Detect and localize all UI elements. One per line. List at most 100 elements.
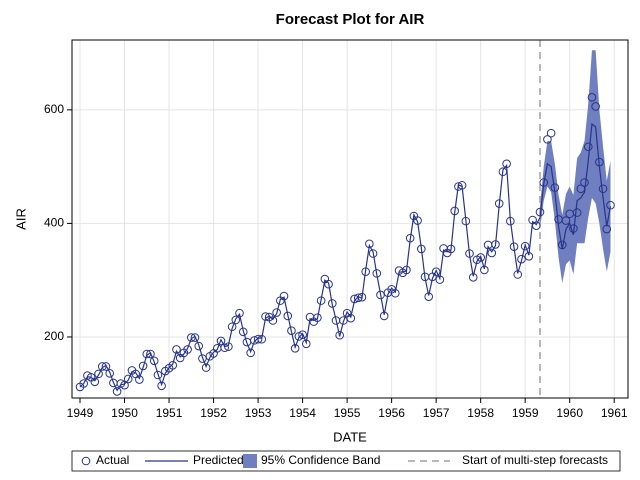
actual-point [368, 249, 378, 258]
actual-point [153, 370, 163, 380]
x-tick-label: 1961 [601, 406, 628, 420]
actual-point [101, 362, 111, 371]
x-tick-label: 1956 [378, 406, 405, 420]
actual-point [190, 333, 200, 342]
y-axis-label: AIR [13, 208, 28, 230]
actual-point [168, 361, 178, 370]
actual-point [298, 330, 307, 339]
actual-point [550, 183, 560, 192]
actual-point [454, 182, 463, 191]
actual-point [602, 224, 612, 234]
legend-label: Actual [96, 453, 129, 467]
actual-point [405, 233, 415, 243]
actual-point [235, 308, 244, 318]
actual-point [231, 315, 241, 325]
actual-point [272, 308, 281, 317]
actual-point [97, 362, 107, 371]
confidence-band [539, 50, 611, 284]
actual-point [353, 293, 363, 303]
actual-point [123, 374, 133, 384]
actual-point [543, 135, 552, 144]
actual-point [361, 267, 370, 276]
actual-point [283, 311, 293, 321]
actual-point [606, 200, 615, 210]
actual-point [335, 330, 344, 340]
plot-frame [71, 39, 629, 399]
x-axis-label: DATE [333, 429, 367, 444]
actual-point [279, 291, 289, 301]
legend-label: Start of multi-step forecasts [462, 453, 608, 467]
x-tick-label: 1958 [467, 406, 494, 420]
x-tick-label: 1955 [334, 406, 361, 420]
actual-point [287, 326, 296, 336]
actual-point [476, 253, 485, 262]
y-tick-label: 600 [44, 102, 64, 116]
actual-point [365, 239, 374, 249]
actual-point [498, 167, 508, 177]
actual-point [257, 334, 267, 344]
actual-point [465, 249, 474, 258]
actual-point [517, 254, 526, 264]
actual-point [316, 296, 326, 305]
actual-point [502, 159, 511, 169]
actual-point [238, 327, 248, 337]
actual-point [357, 292, 367, 302]
actual-point [187, 333, 196, 342]
actual-point [524, 252, 534, 261]
actual-point [227, 322, 237, 332]
actual-point [557, 240, 567, 250]
actual-point [253, 334, 263, 344]
actual-point [379, 311, 389, 321]
x-tick-label: 1954 [289, 406, 316, 420]
actual-point [146, 349, 155, 359]
actual-point [506, 216, 515, 226]
actual-point [346, 313, 356, 323]
actual-point [520, 241, 530, 251]
actual-point [268, 316, 278, 325]
actual-point [142, 349, 152, 359]
actual-point [587, 93, 597, 102]
actual-point [569, 224, 578, 233]
actual-point [194, 341, 204, 351]
actual-point [450, 206, 460, 216]
actual-point [327, 299, 337, 308]
actual-point [480, 265, 489, 275]
legend-frame [71, 450, 621, 472]
x-tick-label: 1949 [67, 406, 94, 420]
actual-point [595, 157, 604, 167]
actual-point [313, 313, 322, 322]
actual-point [461, 216, 471, 226]
actual-point [435, 275, 445, 284]
x-tick-label: 1951 [156, 406, 183, 420]
actual-point [598, 184, 608, 194]
actual-point [201, 363, 211, 372]
actual-point [561, 216, 571, 225]
x-tick-label: 1950 [111, 406, 138, 420]
actual-point [424, 292, 434, 301]
actual-point [246, 348, 255, 358]
x-tick-label: 1960 [556, 406, 583, 420]
actual-point [224, 342, 233, 351]
actual-point [576, 184, 586, 194]
chart-title: Forecast Plot for AIR [276, 11, 425, 28]
actual-point [402, 265, 411, 275]
y-tick-label: 200 [44, 329, 64, 343]
legend-marker [81, 456, 91, 466]
actual-point [216, 336, 226, 346]
x-tick-label: 1959 [512, 406, 539, 420]
actual-point [105, 369, 115, 378]
x-tick-label: 1952 [200, 406, 227, 420]
actual-point [417, 244, 426, 254]
legend-label: 95% Confidence Band [261, 453, 380, 467]
actual-point [79, 379, 89, 388]
actual-point [157, 381, 166, 391]
actual-point [413, 216, 422, 225]
actual-point [138, 361, 148, 371]
actual-point [572, 208, 582, 217]
actual-point [94, 369, 103, 379]
actual-point [468, 273, 478, 282]
actual-point [531, 221, 541, 230]
actual-point [290, 344, 300, 353]
